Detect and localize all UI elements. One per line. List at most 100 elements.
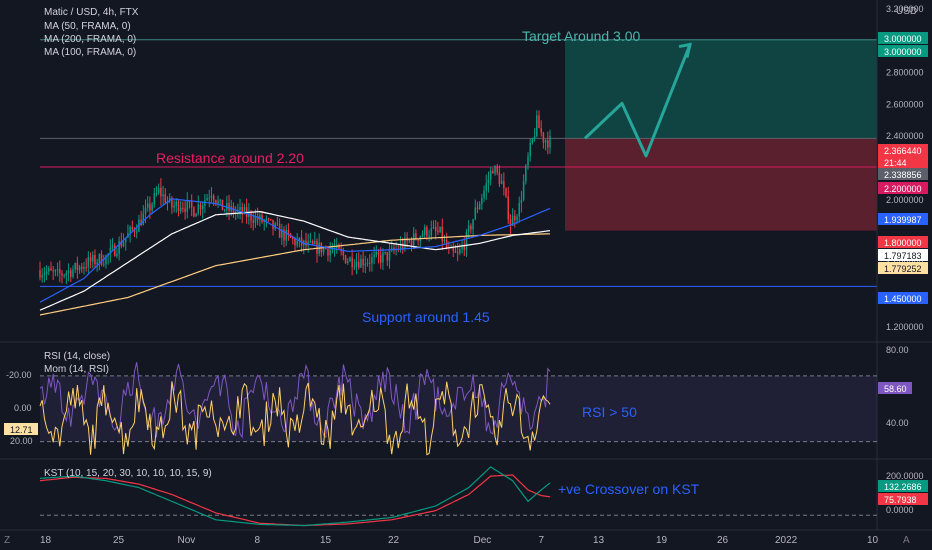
candle-body [70, 270, 72, 277]
price-badge-label: 3.000000 [884, 47, 922, 57]
kst-title[interactable]: KST (10, 15, 20, 30, 10, 10, 10, 15, 9) [44, 468, 212, 479]
candle-body [190, 201, 193, 208]
candle-body [325, 247, 327, 249]
price-badge [878, 156, 928, 168]
candle-body [250, 212, 252, 221]
indicator-ma-200[interactable]: MA (200, FRAMA, 0) [44, 34, 137, 45]
price-badge-label: 2.338856 [884, 170, 922, 180]
candle-body [349, 257, 351, 262]
auto-scale-toggle[interactable]: Z [4, 535, 11, 546]
candle-body [377, 252, 380, 256]
time-tick-label: 22 [388, 535, 400, 546]
price-badge-label: 2.200000 [884, 184, 922, 194]
candle-body [536, 115, 538, 137]
candle-body [375, 252, 378, 255]
candle-body [39, 270, 41, 278]
candle-body [430, 228, 433, 236]
candle-body [373, 254, 375, 257]
candle-body [146, 203, 149, 208]
candle-body [91, 254, 94, 262]
candle-body [292, 237, 294, 239]
candle-body [94, 254, 96, 265]
candle-body [54, 270, 57, 272]
candle-body [234, 211, 237, 214]
price-tick-label: 2.400000 [886, 131, 924, 141]
ma-200-line [39, 233, 551, 316]
candle-body [182, 207, 184, 209]
candle-body [41, 275, 43, 278]
support-annotation[interactable]: Support around 1.45 [362, 309, 490, 325]
currency-label[interactable]: USD [896, 6, 918, 17]
candle-body [467, 225, 470, 232]
candle-body [263, 220, 265, 223]
candle-body [155, 193, 158, 195]
candle-body [316, 240, 318, 254]
candle-body [122, 241, 125, 247]
price-badge [878, 262, 928, 274]
candle-body [410, 240, 413, 246]
candle-body [223, 209, 226, 211]
candle-body [305, 240, 307, 246]
candle-body [443, 240, 446, 242]
candle-body [547, 140, 549, 148]
candle-body [357, 261, 360, 268]
symbol-title[interactable]: Matic / USD, 4h, FTX [44, 7, 139, 18]
candle-body [390, 247, 393, 251]
candle-body [116, 253, 118, 256]
level-lines [40, 39, 877, 287]
rsi-tick-label: 40.00 [886, 418, 909, 428]
candle-body [96, 262, 98, 265]
candle-body [157, 187, 160, 194]
candle-body [228, 203, 230, 211]
candle-body [285, 229, 287, 241]
candle-body [129, 226, 131, 234]
candle-body [261, 214, 263, 223]
candle-body [243, 207, 246, 215]
kst-annotation[interactable]: +ve Crossover on KST [558, 481, 700, 497]
rsi-annotation[interactable]: RSI > 50 [582, 404, 637, 420]
candle-body [421, 234, 424, 237]
indicator-ma-100[interactable]: MA (100, FRAMA, 0) [44, 47, 137, 58]
candle-body [371, 256, 373, 264]
price-tick-label: 3.200000 [886, 4, 924, 14]
candle-body [149, 203, 151, 211]
candle-body [525, 165, 527, 182]
price-badge [878, 182, 928, 194]
candle-body [461, 245, 463, 250]
candle-body [459, 249, 461, 254]
candle-body [102, 264, 105, 266]
price-badge-label: 1.797183 [884, 251, 922, 261]
time-tick-label: 10 [867, 535, 879, 546]
rsi-value-badge [878, 382, 912, 394]
candle-body [311, 240, 314, 244]
candle-body [188, 200, 191, 202]
price-badge-label: 21:44 [884, 158, 907, 168]
candle-body [362, 258, 364, 266]
candle-body [533, 136, 536, 139]
rsi-title[interactable]: RSI (14, close) [44, 351, 111, 362]
candle-body [426, 227, 428, 237]
time-tick-label: 2022 [775, 535, 798, 546]
candle-body [494, 166, 496, 174]
candle-body [404, 237, 406, 249]
candle-body [472, 219, 474, 230]
candle-body [179, 207, 182, 212]
candle-body [544, 140, 547, 143]
price-tick-label: 2.800000 [886, 68, 924, 78]
candle-body [105, 255, 107, 265]
resistance-annotation[interactable]: Resistance around 2.20 [156, 150, 304, 166]
candle-body [173, 205, 175, 208]
target-annotation[interactable]: Target Around 3.00 [522, 28, 641, 44]
indicator-ma-50[interactable]: MA (50, FRAMA, 0) [44, 21, 131, 32]
price-badge-label: 1.800000 [884, 238, 922, 248]
candle-body [454, 251, 457, 253]
price-badge [878, 236, 928, 248]
candle-body [540, 128, 542, 133]
candle-body [415, 233, 417, 240]
momentum-title[interactable]: Mom (14, RSI) [44, 364, 110, 375]
candle-body [386, 251, 389, 261]
candle-body [549, 135, 551, 148]
candle-body [329, 249, 331, 256]
log-scale-toggle[interactable]: A [903, 535, 910, 546]
